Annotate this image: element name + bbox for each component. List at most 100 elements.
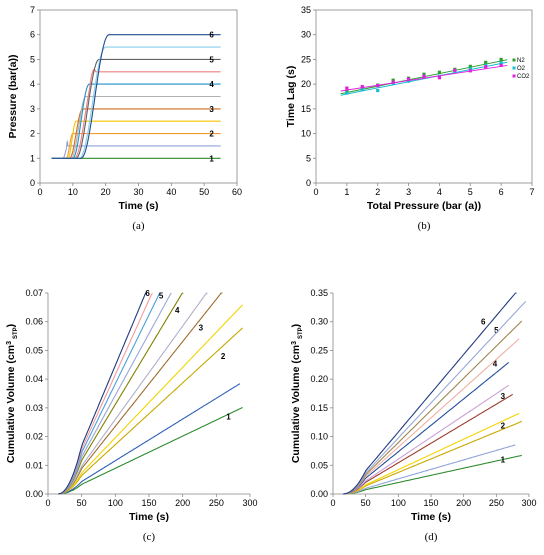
series-label: 3: [209, 105, 214, 114]
x-tick-label: 7: [529, 187, 534, 197]
y-axis-label: Time Lag (s): [285, 66, 297, 128]
data-point: [391, 80, 395, 84]
data-point: [499, 63, 503, 67]
x-tick-label: 150: [423, 498, 438, 508]
x-tick-label: 300: [521, 498, 536, 508]
series-line: [58, 383, 241, 495]
data-point: [345, 86, 349, 90]
series-label: 1: [501, 455, 506, 464]
data-point: [345, 91, 349, 95]
series-label: 6: [481, 318, 486, 327]
data-point: [406, 79, 411, 83]
y-tick-label: 5: [306, 153, 311, 163]
data-point: [360, 85, 364, 89]
legend-marker: [512, 74, 516, 78]
y-tick-label: 0.20: [310, 374, 328, 384]
panel-label: (d): [425, 531, 438, 543]
data-point: [468, 67, 472, 71]
plot-frame: [315, 9, 533, 184]
data-point: [391, 78, 395, 82]
data-point: [484, 60, 488, 64]
data-point: [453, 68, 457, 72]
data-point: [468, 64, 472, 68]
y-tick-label: 0.00: [25, 489, 43, 499]
x-tick-label: 200: [456, 498, 471, 508]
y-axis-label-main: Cumulative Volume (cm: [5, 345, 17, 463]
y-axis-label-sub: STP: [13, 327, 19, 339]
legend-entry: O2: [517, 66, 526, 72]
x-tick-label: 150: [141, 498, 156, 508]
series-line: [342, 292, 517, 495]
series-line: [342, 393, 513, 495]
y-tick-label: 35: [301, 5, 311, 15]
y-tick-label: 0.10: [310, 432, 328, 442]
x-tick-label: 0: [313, 187, 318, 197]
y-tick-label: 0.04: [25, 374, 43, 384]
y-tick-label: 0.15: [310, 403, 328, 413]
series-label: 2: [221, 352, 226, 361]
series-line: [342, 300, 527, 495]
x-tick-label: 0: [37, 187, 42, 197]
data-point: [406, 77, 411, 81]
series-label: 4: [493, 360, 498, 369]
legend-entry: N2: [517, 58, 525, 64]
series-label: 2: [209, 130, 214, 139]
y-tick-label: 0.30: [310, 317, 328, 327]
y-tick-label: 10: [301, 129, 311, 139]
series-label: 6: [209, 31, 214, 40]
x-tick-label: 1: [344, 187, 349, 197]
series-label: 4: [209, 80, 214, 89]
x-tick-label: 5: [468, 187, 473, 197]
series-line: [58, 292, 184, 495]
x-tick-label: 50: [199, 187, 209, 197]
series-line: [342, 384, 510, 495]
series-line: [51, 133, 221, 159]
series-line: [342, 412, 520, 495]
y-axis-label: Pressure (bar(a)): [7, 54, 19, 138]
series-line: [58, 292, 223, 495]
data-point: [376, 88, 380, 93]
x-tick-label: 3: [406, 187, 411, 197]
series-line: [58, 292, 147, 495]
y-tick-label: 0.05: [310, 460, 328, 470]
series-label: 3: [199, 323, 204, 332]
y-tick-label: 5: [30, 54, 35, 64]
x-tick-label: 50: [77, 498, 87, 508]
chart-c: 0 50 100 150 200 250 300 0.00 0.01 0.02 0.03 0.04 0.…: [5, 288, 258, 543]
chart-b: 0 1 2 3 4 5 6 7 0 5 10 15 20 25 30 35 Total Pressure (ba…: [285, 5, 535, 232]
y-tick-label: 0.35: [310, 288, 328, 298]
series-line: [51, 140, 221, 159]
panel-label: (b): [418, 220, 431, 232]
data-point: [376, 84, 380, 88]
legend-entry: CO2: [517, 74, 530, 80]
y-tick-label: 0: [30, 178, 35, 188]
x-axis-label: Time (s): [118, 200, 158, 212]
data-point: [437, 76, 442, 80]
series-label: 5: [494, 326, 499, 335]
x-tick-label: 250: [209, 498, 224, 508]
y-axis-label-sub: STP: [298, 327, 304, 339]
y-axis-label-close: ): [290, 324, 302, 328]
series-line: [58, 292, 161, 495]
y-axis-label-close: ): [5, 324, 17, 328]
data-point: [468, 69, 472, 73]
y-axis-label-main: Cumulative Volume (cm: [290, 345, 302, 463]
x-tick-label: 300: [242, 498, 257, 508]
data-point: [499, 57, 503, 62]
x-tick-label: 250: [489, 498, 504, 508]
y-tick-label: 0: [306, 178, 311, 188]
x-axis-label: Total Pressure (bar (a)): [367, 200, 481, 212]
data-point: [437, 70, 442, 74]
data-point: [360, 87, 364, 91]
y-tick-label: 15: [301, 104, 311, 114]
series-line: [58, 292, 172, 495]
x-axis-label: Time (s): [129, 511, 169, 523]
series-line: [342, 361, 510, 495]
y-tick-label: 30: [301, 30, 311, 40]
series-line: [342, 320, 523, 495]
x-tick-label: 40: [166, 187, 176, 197]
y-axis-label-sup: 3: [6, 341, 13, 345]
x-tick-label: 30: [133, 187, 143, 197]
panel-label: (a): [132, 220, 145, 232]
